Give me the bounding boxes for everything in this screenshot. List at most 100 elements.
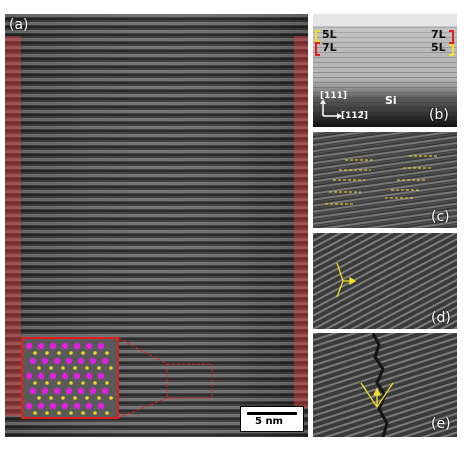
panel-b: 5L 7L 7L 5L [111] [112̄] Si (b) — [313, 14, 457, 127]
atom-yellow — [97, 366, 101, 370]
atom-yellow — [33, 351, 37, 355]
substrate-label: Si — [385, 94, 397, 107]
layer-label-right-top: 7L — [431, 28, 446, 41]
panel-c: (c) — [313, 132, 457, 228]
atom-yellow — [69, 381, 73, 385]
atom-yellow — [105, 381, 109, 385]
atom-magenta — [85, 372, 93, 380]
layer-label-left-top: 5L — [322, 28, 337, 41]
panel-e-image — [313, 333, 457, 437]
atom-yellow — [57, 381, 61, 385]
atom-magenta — [37, 402, 45, 410]
bracket-left-top — [315, 30, 320, 42]
atom-yellow — [73, 366, 77, 370]
panel-c-image — [313, 132, 457, 228]
atom-yellow — [49, 396, 53, 400]
atom-magenta — [77, 357, 85, 365]
twin-marker — [360, 382, 394, 408]
atom-magenta — [85, 402, 93, 410]
atom-magenta — [41, 387, 49, 395]
atom-magenta — [41, 357, 49, 365]
panel-d-image — [313, 233, 457, 329]
dislocation-marker — [336, 262, 357, 298]
atom-yellow — [85, 366, 89, 370]
atom-magenta — [25, 402, 33, 410]
left-red-band — [5, 36, 21, 416]
atom-yellow — [69, 411, 73, 415]
panel-b-image — [313, 14, 457, 127]
atom-yellow — [33, 411, 37, 415]
bracket-right-top — [449, 30, 454, 44]
atom-magenta — [101, 357, 109, 365]
atom-yellow — [61, 396, 65, 400]
atom-magenta — [73, 372, 81, 380]
panel-e-label: (e) — [431, 416, 451, 432]
atom-magenta — [61, 372, 69, 380]
atom-yellow — [37, 396, 41, 400]
atom-yellow — [73, 396, 77, 400]
atom-magenta — [77, 387, 85, 395]
atom-magenta — [101, 387, 109, 395]
zoom-connector-top — [117, 337, 168, 365]
stacking-fault-lines — [325, 155, 439, 205]
panel-a-label: (a) — [9, 17, 29, 33]
atom-yellow — [69, 351, 73, 355]
layer-label-right-bottom: 5L — [431, 41, 446, 54]
zoom-connector-bottom — [117, 397, 168, 419]
atom-magenta — [37, 372, 45, 380]
atom-yellow — [37, 366, 41, 370]
atom-magenta — [29, 387, 37, 395]
atom-yellow — [45, 381, 49, 385]
scale-bar — [247, 412, 297, 415]
panel-d-label: (d) — [431, 310, 451, 326]
atom-yellow — [105, 351, 109, 355]
layer-label-left-bottom: 7L — [322, 41, 337, 54]
atom-yellow — [105, 411, 109, 415]
direction-111-label: [111] — [320, 91, 348, 101]
atom-yellow — [81, 351, 85, 355]
atom-magenta — [73, 342, 81, 350]
atom-magenta — [97, 342, 105, 350]
panel-b-label: (b) — [429, 107, 449, 123]
atom-yellow — [93, 351, 97, 355]
panel-d: (d) — [313, 233, 457, 329]
atom-magenta — [65, 357, 73, 365]
panel-c-label: (c) — [431, 209, 450, 225]
panel-a: (a) 5 nm — [5, 14, 308, 437]
atom-yellow — [81, 411, 85, 415]
atom-yellow — [93, 411, 97, 415]
atom-magenta — [73, 402, 81, 410]
scale-bar-box: 5 nm — [240, 406, 304, 432]
atom-yellow — [33, 381, 37, 385]
scale-bar-label: 5 nm — [255, 416, 283, 427]
panel-e: (e) — [313, 333, 457, 437]
atom-magenta — [25, 372, 33, 380]
atom-magenta — [37, 342, 45, 350]
atom-yellow — [109, 366, 113, 370]
atom-magenta — [97, 372, 105, 380]
bracket-left-bottom — [315, 42, 320, 56]
atom-yellow — [49, 366, 53, 370]
atom-yellow — [57, 351, 61, 355]
right-red-band — [294, 36, 308, 408]
atom-magenta — [49, 402, 57, 410]
atom-yellow — [45, 351, 49, 355]
atom-yellow — [109, 396, 113, 400]
atom-yellow — [97, 396, 101, 400]
atom-magenta — [65, 387, 73, 395]
atom-yellow — [57, 411, 61, 415]
panel-a-image — [5, 14, 308, 437]
bracket-right-bottom — [449, 44, 454, 56]
atom-magenta — [61, 402, 69, 410]
atom-yellow — [93, 381, 97, 385]
atom-magenta — [61, 342, 69, 350]
atom-magenta — [49, 342, 57, 350]
atom-magenta — [25, 342, 33, 350]
atom-magenta — [29, 357, 37, 365]
atom-magenta — [85, 342, 93, 350]
atom-yellow — [45, 411, 49, 415]
atom-magenta — [89, 387, 97, 395]
atom-magenta — [89, 357, 97, 365]
atom-magenta — [97, 402, 105, 410]
atom-yellow — [61, 366, 65, 370]
